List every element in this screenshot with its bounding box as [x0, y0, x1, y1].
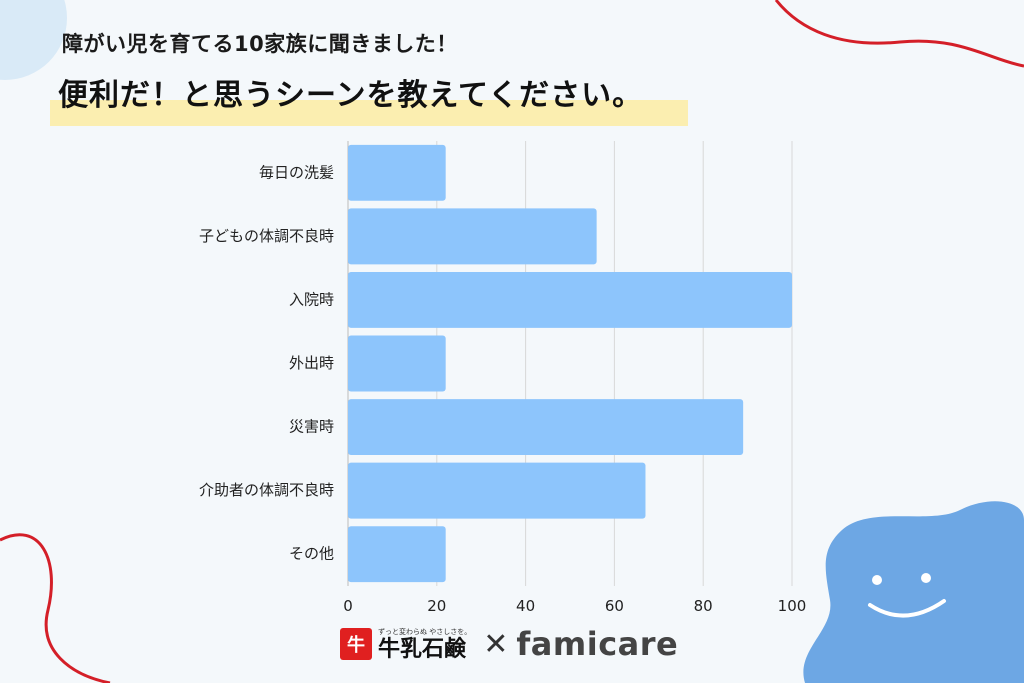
- x-tick-label: 80: [694, 597, 713, 615]
- mascot-smile: [868, 599, 946, 618]
- x-tick-label: 20: [427, 597, 446, 615]
- category-label: その他: [289, 545, 334, 563]
- bar: [348, 335, 446, 392]
- x-tick-label: 40: [516, 597, 535, 615]
- category-label: 介助者の体調不良時: [199, 481, 334, 499]
- bar: [348, 399, 744, 456]
- category-label: 入院時: [289, 290, 334, 308]
- brand-tagline: ずっと変わらぬ やさしさを。: [378, 627, 472, 636]
- title-block: 便利だ！と思うシーンを教えてください。: [50, 70, 688, 126]
- title-highlight: [50, 100, 688, 126]
- x-tick-label: 0: [343, 597, 353, 615]
- cross-icon: ✕: [483, 626, 509, 662]
- footer-logos: 牛 ずっと変わらぬ やさしさを。 牛乳石鹸 ✕ famicare: [340, 625, 679, 663]
- bar: [348, 462, 646, 519]
- top-right-curve: [774, 0, 1024, 68]
- mascot-blob: [803, 501, 1024, 683]
- page-subtitle: 障がい児を育てる10家族に聞きました！: [62, 32, 458, 56]
- partner-logo: famicare: [516, 625, 679, 663]
- corner-circle: [0, 0, 67, 80]
- brand-name: 牛乳石鹸: [378, 635, 467, 662]
- mascot-left-eye: [872, 575, 882, 585]
- brand-logo-icon: 牛: [340, 628, 372, 660]
- bar: [348, 271, 792, 328]
- category-label: 毎日の洗髪: [259, 163, 334, 181]
- mascot-right-eye: [921, 573, 931, 583]
- bar: [348, 208, 597, 265]
- x-tick-label: 60: [605, 597, 624, 615]
- bar: [348, 144, 446, 201]
- bar: [348, 526, 446, 583]
- category-label: 災害時: [289, 418, 334, 436]
- brand-logo-text: ずっと変わらぬ やさしさを。 牛乳石鹸: [378, 627, 472, 662]
- page-title: 便利だ！と思うシーンを教えてください。: [58, 78, 644, 113]
- bottom-left-curve: [0, 533, 111, 683]
- category-label: 外出時: [289, 354, 334, 372]
- category-label: 子どもの体調不良時: [199, 227, 334, 245]
- x-tick-label: 100: [778, 597, 807, 615]
